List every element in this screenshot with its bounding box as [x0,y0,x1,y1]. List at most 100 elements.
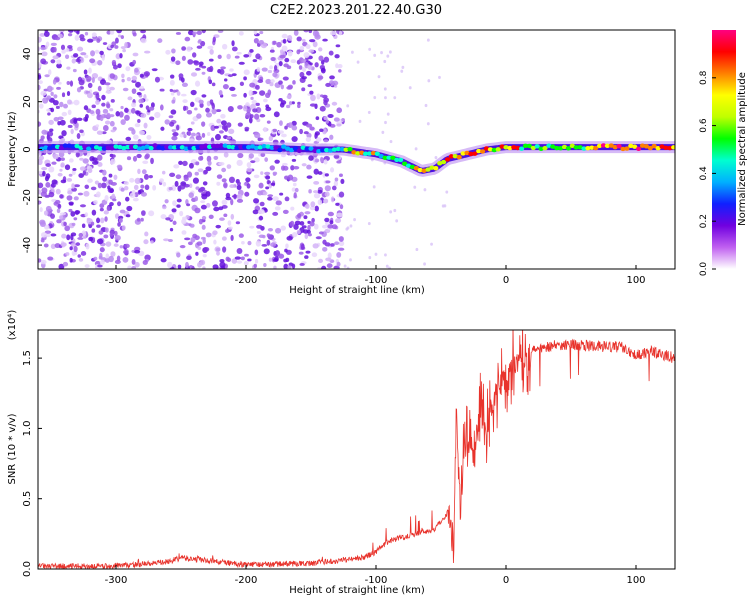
noise-speckle [249,114,254,119]
ridge-blob [214,143,220,149]
noise-speckle [301,163,307,167]
noise-speckle [169,227,174,232]
noise-speckle [215,224,222,229]
noise-speckle [125,66,131,72]
noise-speckle [179,210,184,217]
noise-speckle [50,213,55,219]
noise-speckle [134,67,139,73]
noise-speckle [150,157,154,165]
noise-speckle [267,196,273,201]
noise-speckle [427,79,431,83]
noise-speckle [190,72,198,77]
noise-speckle [165,217,171,221]
noise-speckle [108,173,113,178]
noise-speckle [349,258,352,262]
noise-speckle [185,198,189,205]
noise-speckle [236,247,243,255]
noise-speckle [201,94,207,98]
noise-speckle [207,45,214,50]
noise-speckle [331,185,337,191]
noise-speckle [151,68,158,72]
noise-speckle [187,59,194,65]
noise-speckle [307,224,311,231]
noise-speckle [195,135,202,141]
ridge-blob [339,147,345,152]
noise-speckle [327,211,334,217]
noise-speckle [381,130,385,134]
noise-speckle [120,105,124,110]
ridge-blob [534,144,540,149]
noise-speckle [119,209,126,214]
noise-speckle [148,175,153,179]
noise-speckle [178,160,183,165]
noise-speckle [93,256,98,261]
noise-speckle [206,132,211,137]
noise-speckle [284,248,288,253]
noise-speckle [38,62,42,69]
noise-speckle [445,190,449,194]
noise-speckle [426,38,430,42]
noise-speckle [280,84,284,90]
noise-speckle [198,39,202,43]
noise-speckle [130,107,136,114]
noise-speckle [43,31,50,38]
noise-speckle [77,237,84,240]
ridge-blob [456,155,462,160]
noise-speckle [384,120,387,125]
noise-speckle [68,208,73,213]
noise-speckle [248,153,254,159]
noise-speckle [278,253,285,259]
noise-speckle [90,186,97,191]
noise-speckle [265,78,272,85]
noise-speckle [255,240,261,247]
noise-speckle [69,80,74,87]
noise-speckle [252,59,258,63]
noise-speckle [281,133,287,138]
noise-speckle [185,261,189,269]
ridge-blob [324,147,330,153]
noise-speckle [74,210,81,215]
noise-speckle [50,107,55,113]
noise-speckle [329,75,335,80]
noise-speckle [105,253,110,259]
ridge-blob [320,148,326,153]
ridge-blob [140,145,146,151]
noise-speckle [188,192,194,199]
noise-speckle [94,49,100,54]
noise-speckle [132,32,137,37]
noise-speckle [325,257,332,262]
noise-speckle [59,168,63,172]
noise-speckle [144,184,150,191]
noise-speckle [333,154,340,159]
noise-speckle [272,72,278,78]
noise-speckle [235,221,241,225]
noise-speckle [211,108,217,115]
noise-speckle [132,59,137,65]
noise-speckle [192,177,199,184]
noise-speckle [196,30,202,36]
noise-speckle [321,265,327,269]
noise-speckle [140,38,147,44]
noise-speckle [192,31,198,35]
noise-speckle [131,258,136,265]
noise-speckle [181,46,187,51]
noise-speckle [38,36,42,43]
noise-speckle [226,136,232,140]
ridge-blob [589,145,595,150]
x-tick-label: -200 [235,575,258,586]
ridge-blob [347,146,353,152]
ridge-blob [117,144,123,150]
noise-speckle [134,246,141,252]
noise-speckle [249,225,255,229]
noise-speckle [279,192,284,196]
y-tick-label: 1.5 [22,350,33,366]
noise-speckle [415,247,419,252]
noise-speckle [39,103,44,109]
noise-speckle [195,186,200,190]
noise-speckle [85,243,90,250]
noise-speckle [267,227,274,232]
noise-speckle [73,118,78,125]
noise-speckle [286,104,291,109]
ridge-blob [277,147,283,153]
x-tick-label: 0 [503,575,509,586]
